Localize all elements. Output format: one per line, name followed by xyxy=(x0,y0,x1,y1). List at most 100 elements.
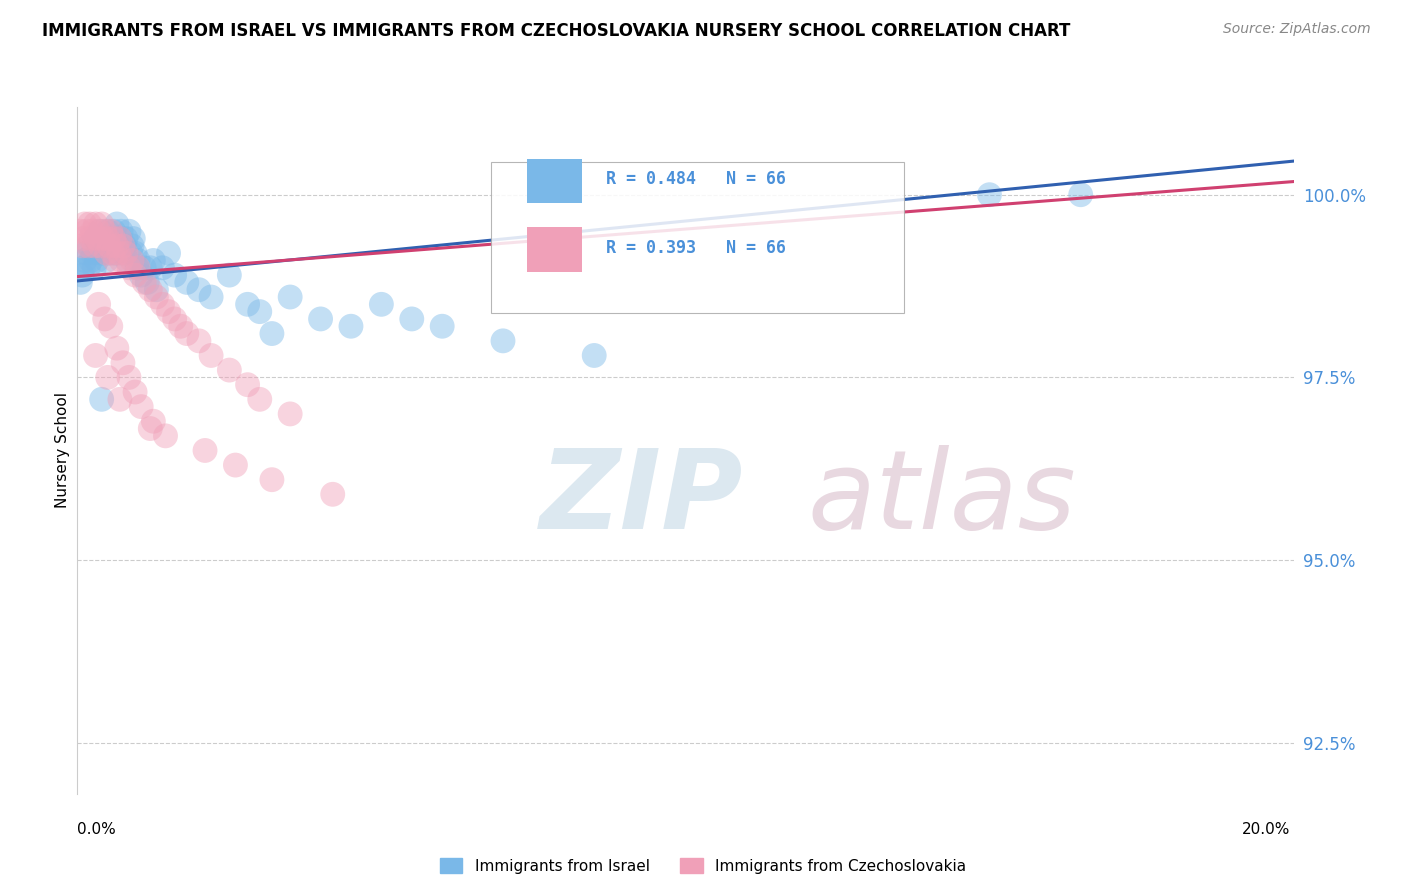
Point xyxy=(1070,187,1092,202)
Point xyxy=(80,253,103,268)
Point xyxy=(260,473,283,487)
Point xyxy=(79,217,101,231)
Point xyxy=(122,231,145,245)
Point xyxy=(84,349,107,363)
Point xyxy=(129,400,152,414)
Point xyxy=(82,224,104,238)
Point xyxy=(121,253,143,268)
Point xyxy=(111,356,134,370)
Point xyxy=(87,297,110,311)
Point xyxy=(120,246,142,260)
Point xyxy=(105,341,128,355)
Point xyxy=(200,349,222,363)
Bar xyxy=(527,159,582,203)
Point xyxy=(79,239,101,253)
Point xyxy=(145,283,167,297)
Point xyxy=(86,231,108,245)
Point xyxy=(218,363,240,377)
Point xyxy=(84,217,107,231)
Point xyxy=(163,312,186,326)
Point xyxy=(218,268,240,282)
Point xyxy=(370,297,392,311)
Point xyxy=(70,268,93,282)
Point xyxy=(142,253,165,268)
Point xyxy=(97,246,120,260)
Point xyxy=(200,290,222,304)
Point xyxy=(90,392,112,407)
Point xyxy=(236,297,259,311)
Point xyxy=(93,224,115,238)
Y-axis label: Nursery School: Nursery School xyxy=(55,392,70,508)
Point xyxy=(194,443,217,458)
Point xyxy=(129,268,152,282)
Point xyxy=(176,276,198,290)
Point xyxy=(101,239,124,253)
Point xyxy=(145,290,167,304)
Point xyxy=(108,231,131,245)
Point xyxy=(97,231,120,245)
Point xyxy=(69,224,91,238)
Point xyxy=(278,290,301,304)
Point xyxy=(91,231,114,245)
Point xyxy=(73,253,96,268)
Point xyxy=(492,334,515,348)
Point xyxy=(118,260,141,275)
Point xyxy=(139,421,162,435)
Point xyxy=(108,392,131,407)
Point xyxy=(430,319,453,334)
Point xyxy=(86,253,108,268)
FancyBboxPatch shape xyxy=(491,162,904,313)
Point xyxy=(155,429,177,443)
Point xyxy=(249,392,271,407)
Point xyxy=(97,224,120,238)
Point xyxy=(176,326,198,341)
Legend: Immigrants from Israel, Immigrants from Czechoslovakia: Immigrants from Israel, Immigrants from … xyxy=(433,852,973,880)
Point xyxy=(188,334,211,348)
Point xyxy=(583,349,606,363)
Point xyxy=(89,239,111,253)
Point xyxy=(75,246,97,260)
Point xyxy=(83,239,105,253)
Point xyxy=(114,239,136,253)
Point xyxy=(224,458,246,472)
Point xyxy=(188,283,211,297)
Point xyxy=(104,253,127,268)
Point xyxy=(170,319,193,334)
Text: Source: ZipAtlas.com: Source: ZipAtlas.com xyxy=(1223,22,1371,37)
Point xyxy=(136,276,159,290)
Point xyxy=(157,246,180,260)
Point xyxy=(163,268,186,282)
Text: R = 0.393   N = 66: R = 0.393 N = 66 xyxy=(606,239,786,257)
Point xyxy=(118,224,141,238)
Text: 0.0%: 0.0% xyxy=(77,822,117,837)
Point xyxy=(118,370,141,384)
Text: 20.0%: 20.0% xyxy=(1243,822,1291,837)
Point xyxy=(77,260,100,275)
Point xyxy=(101,246,124,260)
Point xyxy=(90,246,112,260)
Point xyxy=(309,312,332,326)
Point xyxy=(72,260,94,275)
Point xyxy=(70,239,93,253)
Point xyxy=(96,253,118,268)
Point xyxy=(152,297,174,311)
Point xyxy=(97,370,120,384)
Point xyxy=(236,377,259,392)
Point xyxy=(139,283,162,297)
Point xyxy=(134,276,156,290)
Point xyxy=(100,231,122,245)
Point xyxy=(108,231,131,245)
Point xyxy=(100,224,122,238)
Point xyxy=(115,253,138,268)
Point xyxy=(105,239,128,253)
Point xyxy=(103,231,125,245)
Bar xyxy=(527,227,582,272)
Point xyxy=(83,260,105,275)
Point xyxy=(115,246,138,260)
Point xyxy=(124,246,146,260)
Point xyxy=(73,217,96,231)
Point xyxy=(121,239,143,253)
Text: atlas: atlas xyxy=(807,445,1076,552)
Point xyxy=(82,246,104,260)
Point xyxy=(127,260,149,275)
